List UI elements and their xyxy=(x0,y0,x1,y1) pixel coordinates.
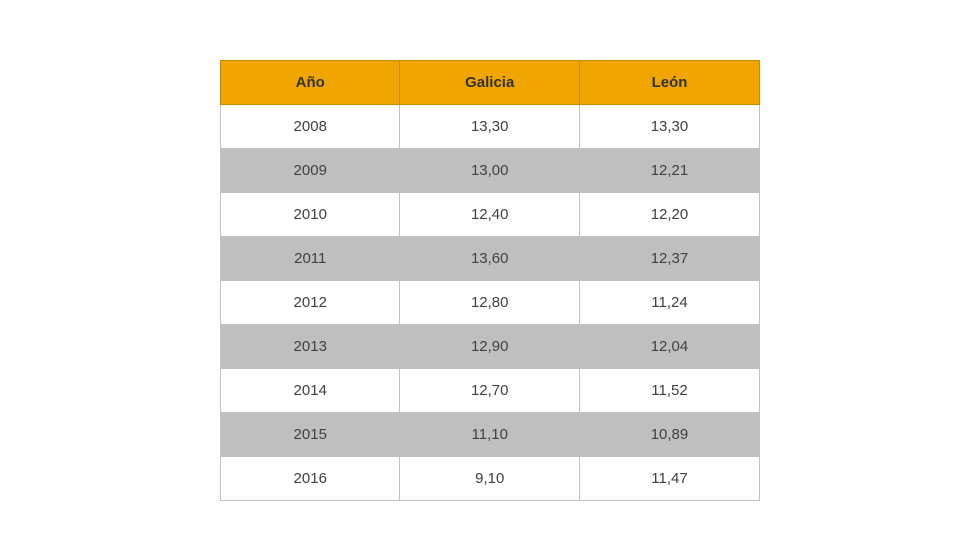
table-cell: 12,37 xyxy=(579,236,759,280)
table-cell: 2012 xyxy=(221,280,400,324)
column-header: Galicia xyxy=(400,60,579,104)
table-row: 20169,1011,47 xyxy=(221,456,760,500)
table-cell: 12,04 xyxy=(579,324,759,368)
table-cell: 12,70 xyxy=(400,368,579,412)
table-row: 201511,1010,89 xyxy=(221,412,760,456)
table-cell: 12,40 xyxy=(400,192,579,236)
table-cell: 2016 xyxy=(221,456,400,500)
table-cell: 13,60 xyxy=(400,236,579,280)
data-table: AñoGaliciaLeón 200813,3013,30200913,0012… xyxy=(220,60,760,501)
table-cell: 11,47 xyxy=(579,456,759,500)
table-cell: 12,90 xyxy=(400,324,579,368)
table-cell: 2011 xyxy=(221,236,400,280)
table-row: 201212,8011,24 xyxy=(221,280,760,324)
table-cell: 13,00 xyxy=(400,148,579,192)
table-cell: 2014 xyxy=(221,368,400,412)
table-cell: 2009 xyxy=(221,148,400,192)
table-cell: 12,80 xyxy=(400,280,579,324)
table-cell: 11,24 xyxy=(579,280,759,324)
table-cell: 11,10 xyxy=(400,412,579,456)
table-cell: 11,52 xyxy=(579,368,759,412)
table-cell: 2008 xyxy=(221,104,400,148)
table-row: 201412,7011,52 xyxy=(221,368,760,412)
table-cell: 12,21 xyxy=(579,148,759,192)
table-cell: 13,30 xyxy=(579,104,759,148)
table-header: AñoGaliciaLeón xyxy=(221,60,760,104)
table-body: 200813,3013,30200913,0012,21201012,4012,… xyxy=(221,104,760,500)
table-row: 200813,3013,30 xyxy=(221,104,760,148)
table-row: 201312,9012,04 xyxy=(221,324,760,368)
table-row: 200913,0012,21 xyxy=(221,148,760,192)
table-row: 201012,4012,20 xyxy=(221,192,760,236)
table-cell: 12,20 xyxy=(579,192,759,236)
column-header: León xyxy=(579,60,759,104)
table-row: 201113,6012,37 xyxy=(221,236,760,280)
data-table-container: AñoGaliciaLeón 200813,3013,30200913,0012… xyxy=(220,60,760,501)
table-cell: 13,30 xyxy=(400,104,579,148)
column-header: Año xyxy=(221,60,400,104)
table-cell: 2013 xyxy=(221,324,400,368)
table-cell: 2010 xyxy=(221,192,400,236)
table-cell: 10,89 xyxy=(579,412,759,456)
table-cell: 9,10 xyxy=(400,456,579,500)
table-cell: 2015 xyxy=(221,412,400,456)
